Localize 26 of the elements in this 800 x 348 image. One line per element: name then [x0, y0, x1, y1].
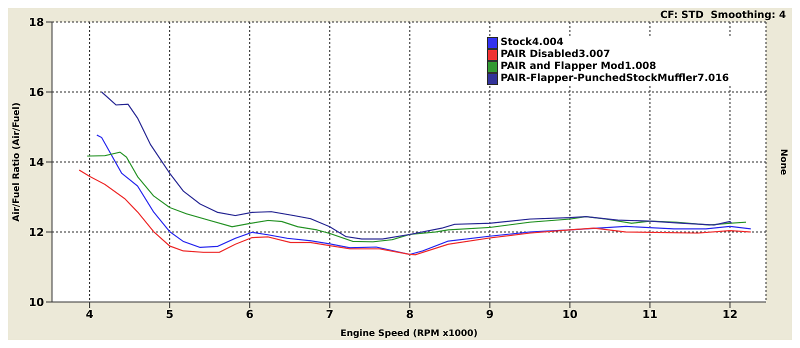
x-tick-label: 8	[406, 308, 414, 321]
y-tick-label: 14	[28, 156, 44, 169]
text: CF: STD Smoothing: 4	[660, 10, 786, 21]
line-series	[101, 91, 732, 240]
x-tick-label: 11	[642, 308, 658, 321]
y2-axis-title: None	[778, 148, 788, 176]
x-tick-label: 4	[86, 308, 94, 321]
x-tick-label: 10	[562, 308, 578, 321]
legend-label: PAIR and Flapper Mod1.008	[500, 61, 656, 73]
y-tick-label: 16	[28, 86, 44, 99]
x-tick-label: 5	[166, 308, 174, 321]
x-tick-label: 9	[486, 308, 494, 321]
y-axis-title: Air/Fuel Ratio (Air/Fuel)	[12, 102, 22, 222]
x-tick-label: 6	[246, 308, 254, 321]
y-tick-label: 10	[28, 296, 44, 309]
x-tick-label: 7	[326, 308, 334, 321]
line-series	[78, 169, 752, 256]
legend-label: PAIR Disabled3.007	[500, 49, 610, 61]
y-tick-label: 18	[28, 16, 44, 29]
x-axis-title: Engine Speed (RPM x1000)	[340, 329, 478, 339]
x-tick-label: 12	[722, 308, 738, 321]
legend-label: Stock4.004	[500, 37, 564, 49]
line-series	[96, 134, 752, 255]
legend-label: PAIR-Flapper-PunchedStockMuffler7.016	[500, 73, 729, 85]
line-series	[86, 152, 747, 242]
y-tick-label: 12	[28, 226, 44, 239]
